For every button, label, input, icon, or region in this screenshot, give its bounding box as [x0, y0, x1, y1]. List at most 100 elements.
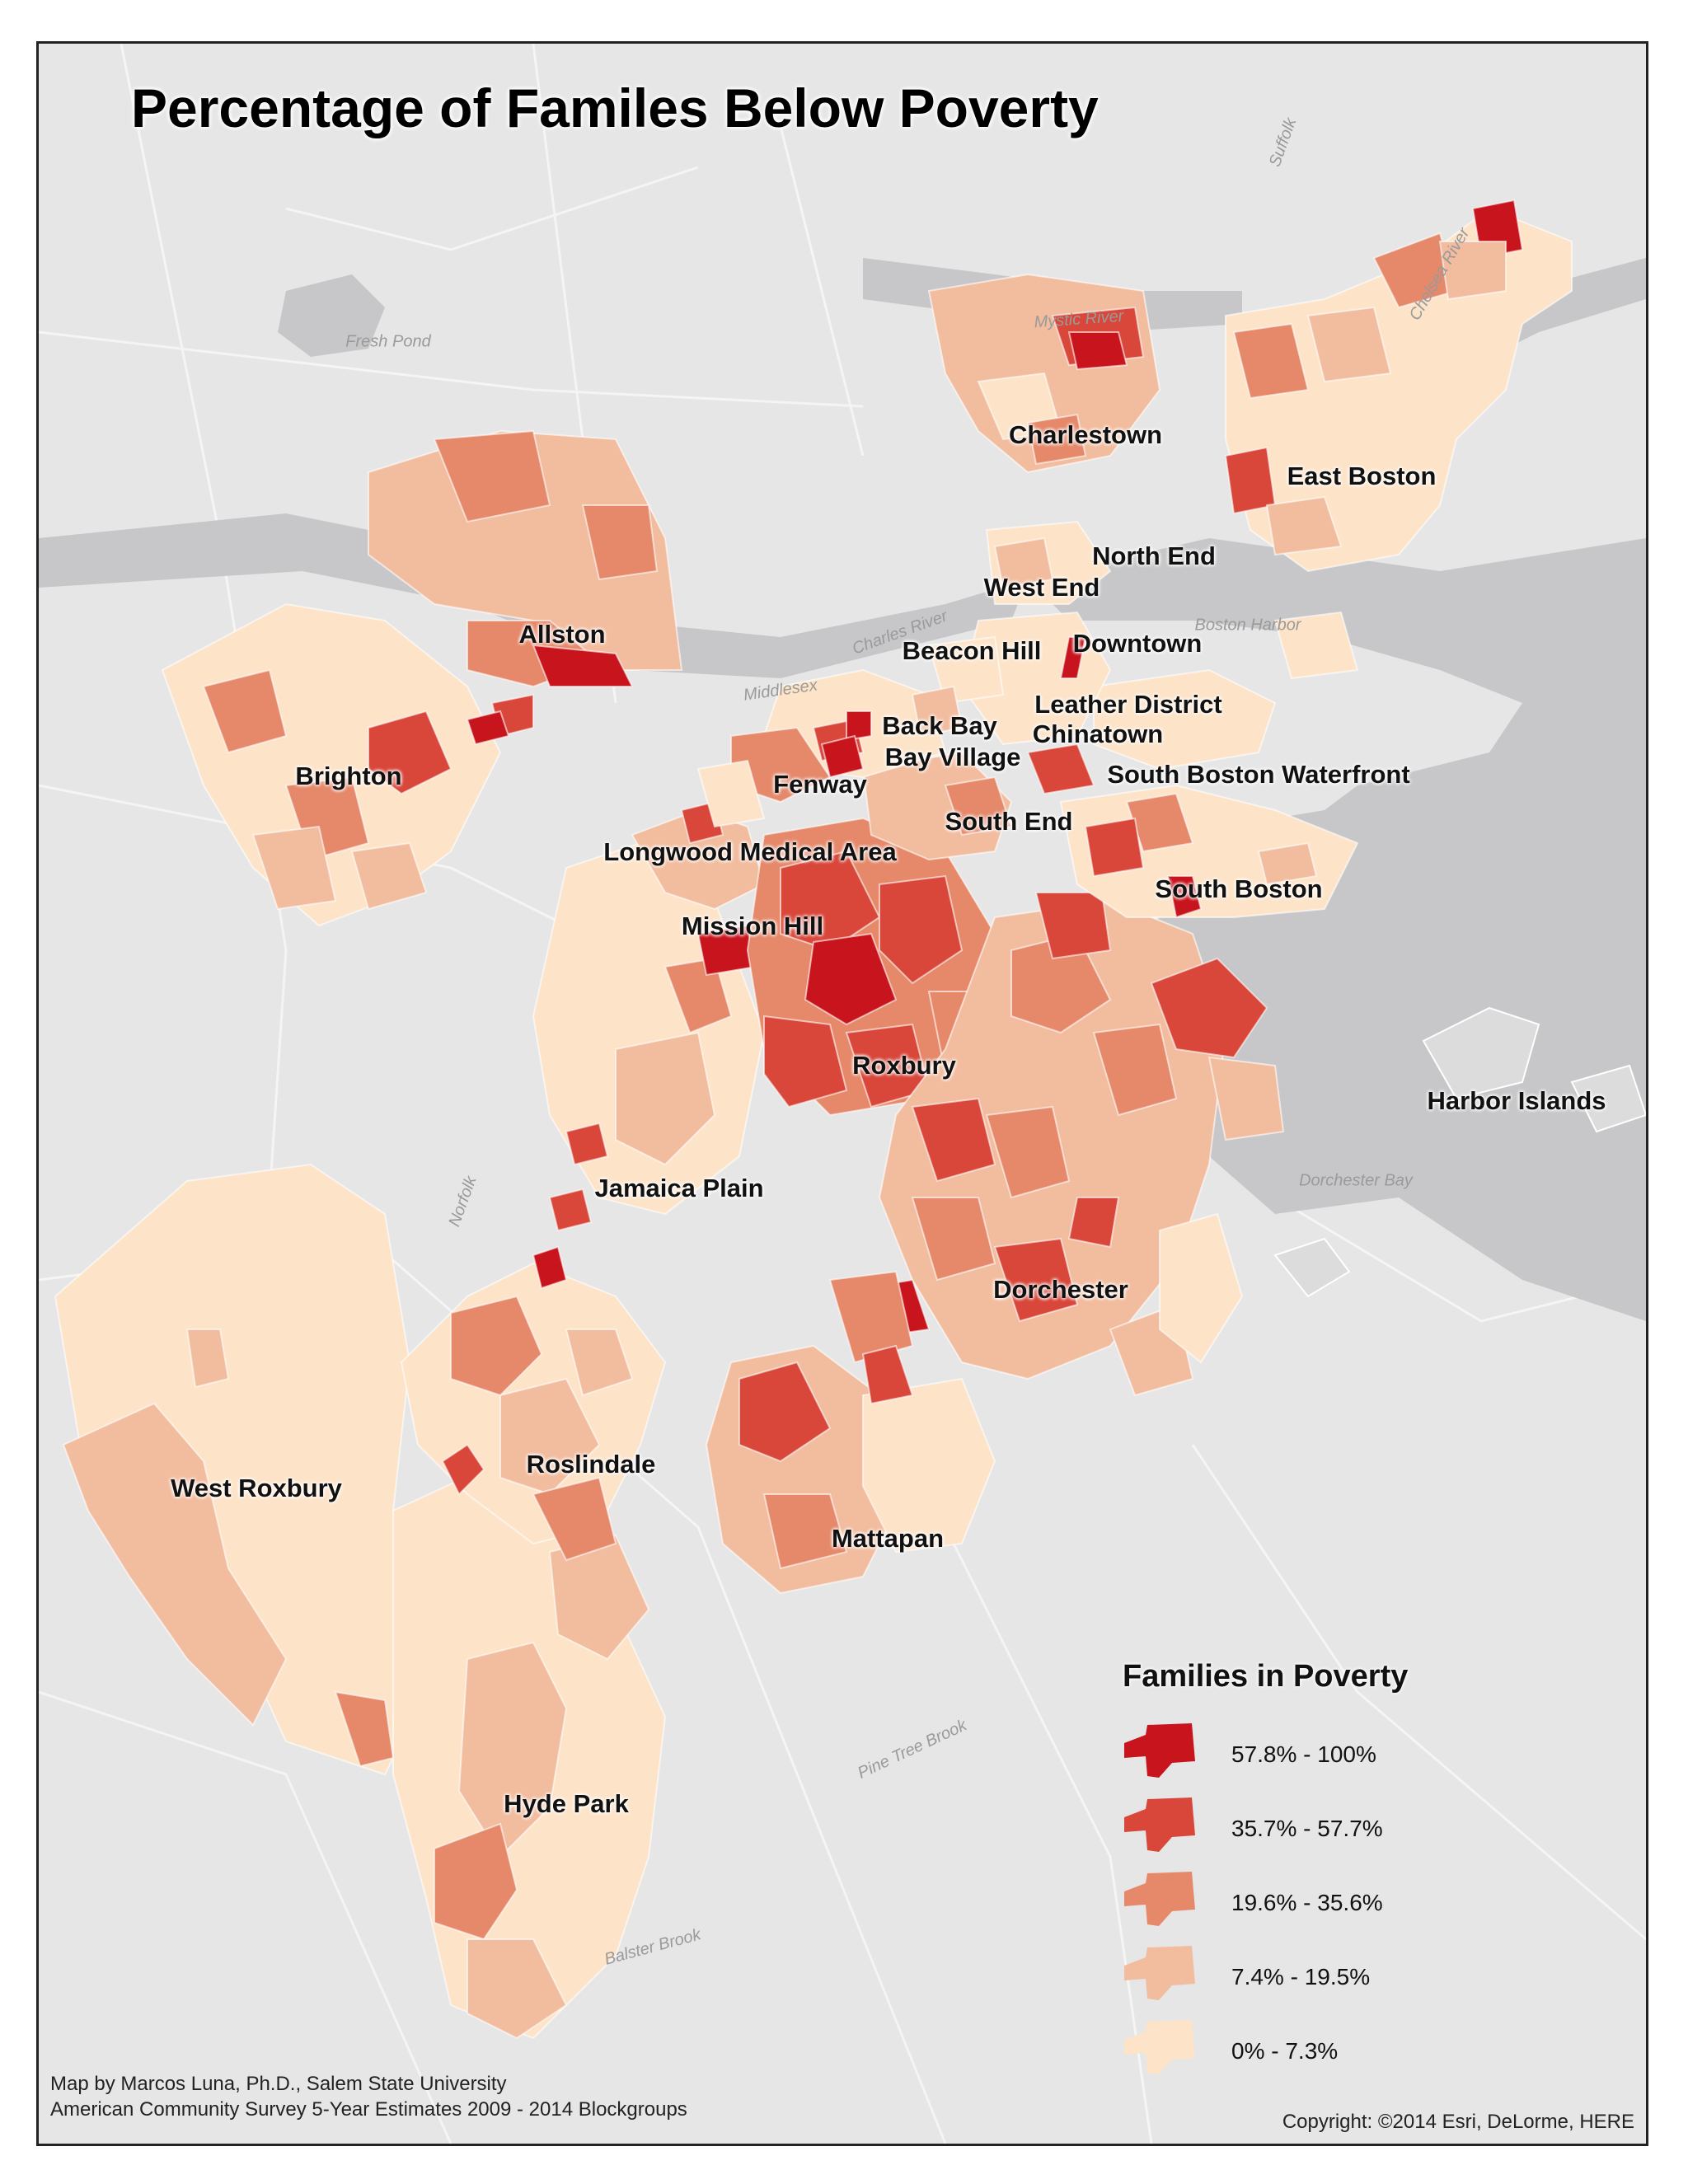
blockgroup-polygon [846, 710, 872, 742]
blockgroup-polygon [1067, 331, 1128, 371]
neighborhood-label: Allston [518, 620, 606, 649]
blockgroup-polygon [499, 1377, 601, 1496]
legend: Families in Poverty 57.8% - 100% 35.7% -… [1123, 1659, 1477, 2088]
neighborhood-label: Mattapan [831, 1524, 945, 1553]
blockgroup-polygon [433, 429, 551, 523]
blockgroup-polygon [663, 957, 733, 1034]
neighborhood-label: Fenway [773, 770, 867, 799]
blockgroup-polygon [820, 734, 865, 779]
legend-swatch-class-4 [1124, 1797, 1195, 1852]
neighborhood-label: East Boston [1287, 462, 1437, 490]
neighborhood-label: Leather District [1034, 690, 1222, 719]
blockgroup-polygon [1224, 446, 1277, 515]
blockgroup-polygon [1159, 1212, 1244, 1364]
legend-label: 57.8% - 100% [1231, 1741, 1376, 1767]
basemap-label: Boston Harbor [1194, 616, 1301, 635]
basemap-label: Fresh Pond [345, 332, 431, 351]
neighborhood-label: Charlestown [1008, 420, 1163, 449]
legend-row: 57.8% - 100% [1123, 1723, 1477, 1789]
blockgroup-polygon [1150, 957, 1268, 1059]
blockgroup-polygon [581, 504, 659, 581]
blockgroup-polygon [738, 1361, 832, 1463]
legend-row: 35.7% - 57.7% [1123, 1797, 1477, 1863]
neighborhood-label: Mission Hill [681, 912, 824, 940]
legend-label: 7.4% - 19.5% [1231, 1964, 1371, 1990]
map-frame: Percentage of Familes Below Poverty Char… [36, 41, 1648, 2146]
legend-label: 35.7% - 57.7% [1231, 1816, 1383, 1841]
neighborhood-label: Roslindale [526, 1450, 656, 1479]
blockgroup-polygon [1059, 636, 1087, 679]
blockgroup-polygon [763, 1015, 848, 1108]
legend-label: 0% - 7.3% [1231, 2038, 1339, 2064]
blockgroup-polygon [985, 1105, 1071, 1199]
blockgroup-polygon [993, 537, 1054, 589]
credit-copyright: Copyright: ©2014 Esri, DeLorme, HERE [1282, 2111, 1634, 2133]
blockgroup-polygon [1438, 241, 1507, 301]
blockgroup-polygon [1026, 743, 1095, 795]
legend-title: Families in Poverty [1123, 1659, 1409, 1694]
choropleth-map [39, 44, 1646, 2144]
neighborhood-label: Brighton [295, 762, 402, 790]
neighborhood-label: Bay Village [884, 743, 1021, 771]
legend-swatch-class-3 [1124, 1872, 1195, 1926]
blockgroup-polygon [1034, 892, 1112, 960]
blockgroup-polygon [368, 429, 683, 671]
neighborhood-label: Beacon Hill [902, 636, 1042, 665]
blockgroup-polygon [1166, 875, 1203, 919]
blockgroup-polygon [944, 776, 1013, 837]
neighborhood-label: South Boston [1155, 874, 1323, 903]
blockgroup-polygon [1265, 495, 1343, 556]
legend-row: 7.4% - 19.5% [1123, 1946, 1477, 2012]
fresh-pond [278, 274, 385, 357]
neighborhood-label: Downtown [1072, 629, 1203, 658]
blockgroup-polygon [565, 1329, 634, 1397]
neighborhood-label: South End [945, 807, 1073, 836]
blockgroup-polygon [911, 1197, 996, 1282]
blockgroup-polygon [1026, 413, 1087, 466]
blockgroup-polygon [532, 644, 634, 687]
legend-row: 0% - 7.3% [1123, 2020, 1477, 2086]
blockgroup-polygon [467, 1938, 568, 2040]
choropleth-layer [54, 199, 1573, 2040]
blockgroup-polygon [696, 759, 766, 828]
blockgroup-polygon [62, 1402, 288, 1727]
blockgroup-polygon [911, 1097, 996, 1183]
blockgroup-polygon [1232, 322, 1310, 400]
legend-swatch-class-2 [1124, 1946, 1195, 2000]
neighborhood-label: Chinatown [1032, 719, 1164, 748]
harbor-islands [1273, 1006, 1646, 1298]
blockgroup-polygon [615, 1031, 716, 1166]
blockgroup-polygon [565, 1122, 609, 1166]
blockgroup-polygon [1207, 1056, 1285, 1141]
basemap-label: Dorchester Bay [1299, 1171, 1413, 1190]
neighborhood-label: Roxbury [852, 1051, 956, 1080]
blockgroup-polygon [441, 1443, 485, 1496]
neighborhood-label: South Boston Waterfront [1107, 760, 1410, 789]
blockgroup-polygon [450, 1295, 543, 1397]
blockgroup-polygon [548, 1188, 593, 1232]
blockgroup-polygon [762, 1493, 848, 1570]
boston-harbor [1028, 538, 1646, 1321]
blockgroup-polygon [780, 850, 881, 952]
blockgroup-polygon [861, 1344, 914, 1405]
blockgroup-polygon [251, 825, 337, 911]
blockgroup-polygon [466, 710, 510, 746]
blockgroup-polygon [927, 635, 1005, 705]
neighborhood-label: Harbor Islands [1427, 1086, 1606, 1115]
map-title: Percentage of Familes Below Poverty [131, 77, 1099, 138]
blockgroup-polygon [1306, 306, 1392, 383]
legend-row: 19.6% - 35.6% [1123, 1872, 1477, 1938]
neighborhood-label: Jamaica Plain [594, 1174, 764, 1202]
blockgroup-polygon [368, 710, 452, 795]
neighborhood-label: Hyde Park [504, 1789, 629, 1818]
legend-label: 19.6% - 35.6% [1231, 1890, 1383, 1915]
blockgroup-polygon [1093, 668, 1277, 771]
blockgroup-polygon [457, 1641, 568, 1858]
blockgroup-polygon [862, 1377, 996, 1554]
neighborhood-label: Back Bay [882, 711, 997, 740]
blockgroup-polygon [804, 932, 898, 1026]
blockgroup-polygon [350, 841, 428, 911]
neighborhood-label: North End [1092, 541, 1216, 570]
blockgroup-polygon [532, 1245, 568, 1290]
blockgroup-polygon [1092, 1023, 1178, 1117]
